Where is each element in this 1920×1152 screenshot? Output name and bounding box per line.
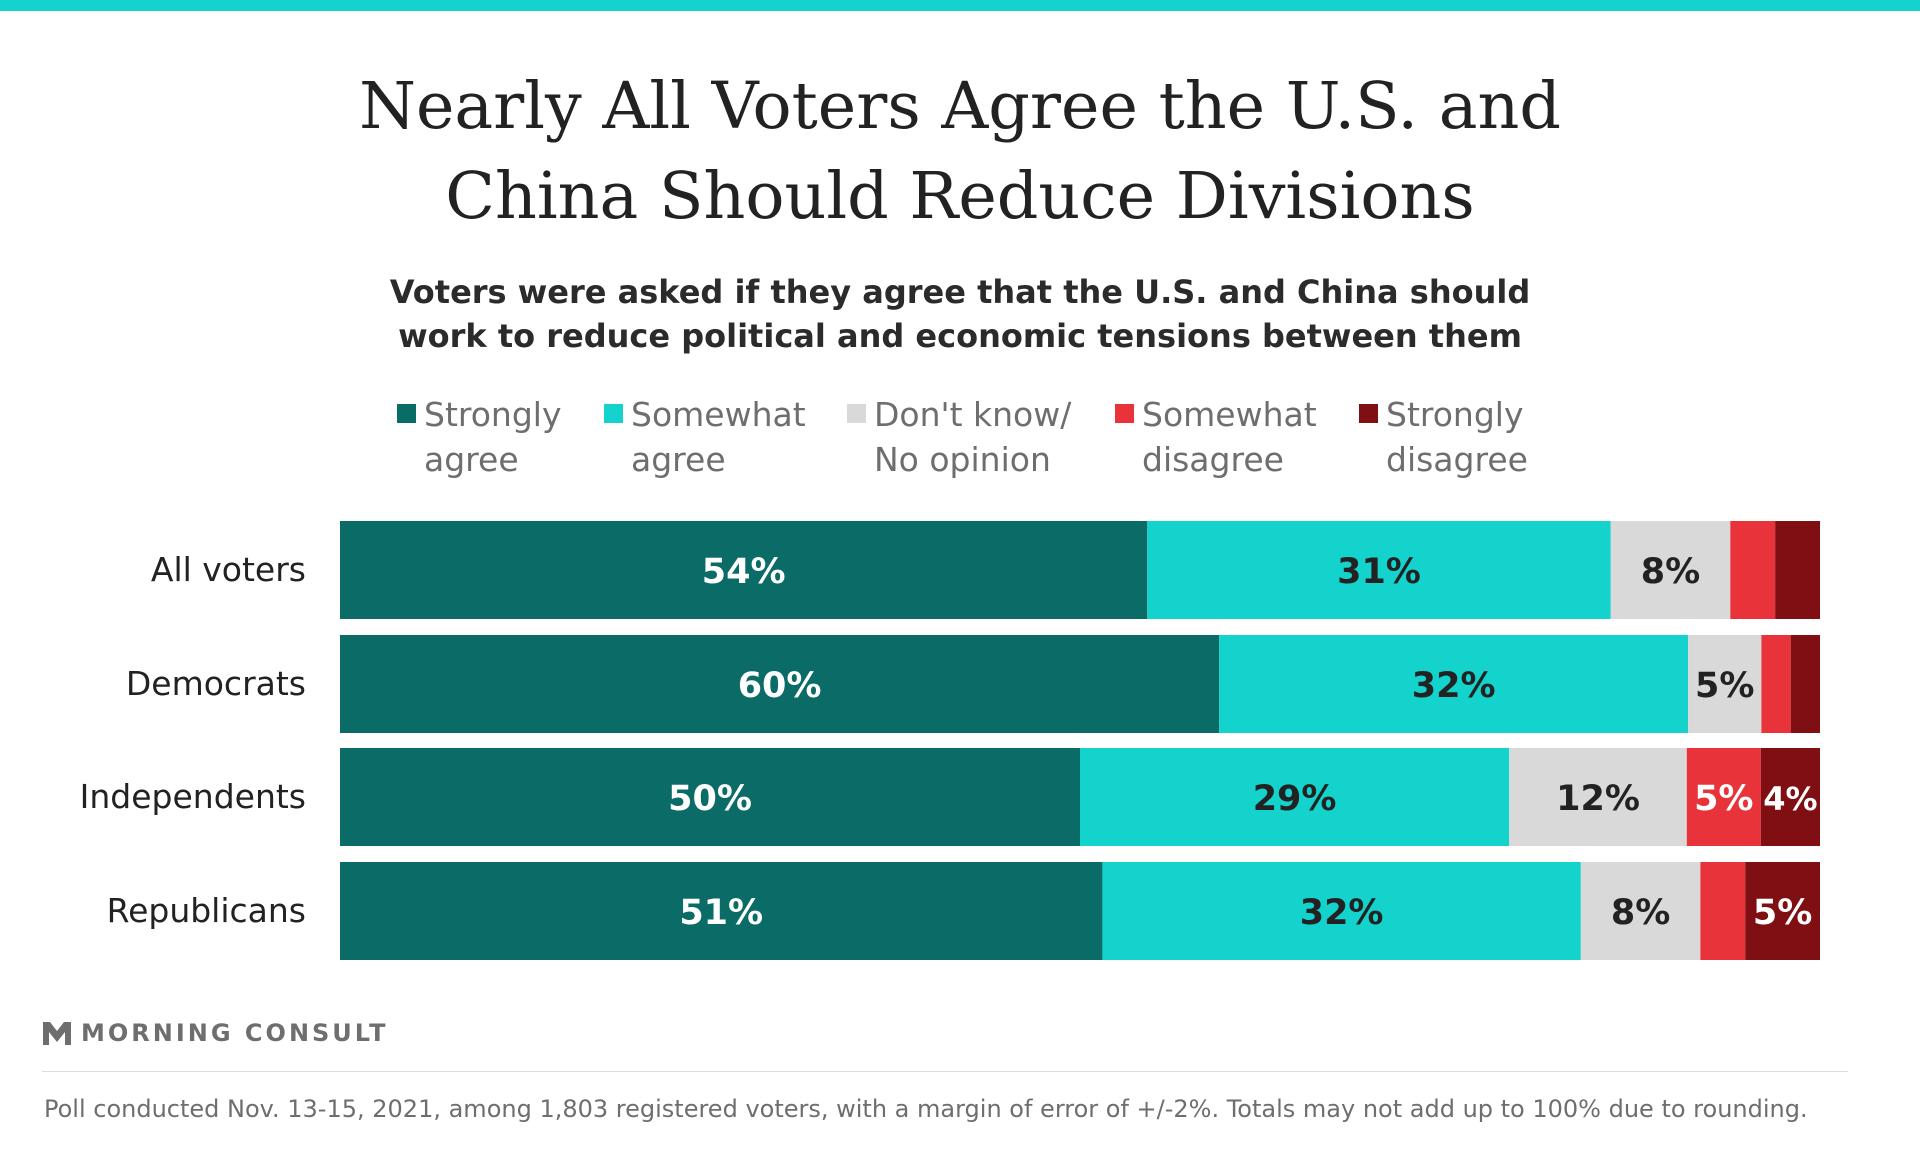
chart-subtitle-line-2: work to reduce political and economic te…	[398, 317, 1522, 355]
legend-swatch-somewhat-agree	[604, 404, 623, 423]
legend-label-dont-know: Don't know/No opinion	[874, 395, 1072, 479]
bar-democrats-strongly-disagree	[1790, 635, 1820, 733]
bar-label-republicans-strongly-disagree: 5%	[1753, 893, 1812, 933]
bar-republicans-somewhat-agree	[1102, 862, 1581, 960]
bar-label-democrats-somewhat-agree: 32%	[1412, 666, 1496, 706]
bar-independents-somewhat-agree	[1080, 748, 1510, 846]
top-accent-bar	[0, 0, 1920, 11]
bar-all-voters-strongly-disagree	[1775, 521, 1820, 619]
legend-swatch-strongly-disagree	[1359, 404, 1378, 423]
row-label-democrats: Democrats	[125, 664, 306, 703]
bar-independents-strongly-disagree	[1760, 748, 1820, 846]
bar-republicans-strongly-disagree	[1745, 862, 1820, 960]
bar-label-republicans-strongly-agree: 51%	[679, 893, 763, 933]
chart-title-line-2: China Should Reduce Divisions	[445, 159, 1475, 234]
legend-label-strongly-disagree: Strongly disagree	[1386, 395, 1528, 479]
bar-label-independents-somewhat-disagree: 5%	[1694, 779, 1753, 819]
bar-label-democrats-strongly-agree: 60%	[738, 666, 822, 706]
chart-title: Nearly All Voters Agree the U.S. and Chi…	[0, 62, 1920, 242]
bar-label-all-voters-somewhat-agree: 31%	[1337, 552, 1421, 592]
chart-subtitle-line-1: Voters were asked if they agree that the…	[389, 273, 1531, 311]
bar-republicans-dont-know	[1580, 862, 1701, 960]
bar-republicans-somewhat-disagree	[1700, 862, 1746, 960]
row-label-republicans: Republicans	[106, 891, 306, 930]
legend-label-somewhat-agree: Somewhat agree	[631, 395, 806, 479]
bar-label-all-voters-strongly-agree: 54%	[702, 552, 786, 592]
bar-label-republicans-dont-know: 8%	[1611, 893, 1670, 933]
bar-label-independents-somewhat-agree: 29%	[1253, 779, 1337, 819]
legend-label-somewhat-disagree: Somewhat disagree	[1142, 395, 1317, 479]
bar-all-voters-strongly-agree	[340, 521, 1148, 619]
bar-democrats-strongly-agree	[340, 635, 1220, 733]
bar-label-all-voters-dont-know: 8%	[1641, 552, 1700, 592]
bar-label-democrats-dont-know: 5%	[1695, 666, 1754, 706]
bar-independents-strongly-agree	[340, 748, 1080, 846]
legend-swatch-dont-know	[847, 404, 866, 423]
bar-independents-somewhat-disagree	[1686, 748, 1761, 846]
footer-divider	[42, 1071, 1848, 1072]
bar-democrats-somewhat-agree	[1219, 635, 1689, 733]
bar-all-voters-somewhat-disagree	[1730, 521, 1776, 619]
chart-subtitle: Voters were asked if they agree that the…	[0, 270, 1920, 358]
footnote: Poll conducted Nov. 13-15, 2021, among 1…	[44, 1095, 1808, 1123]
chart-title-line-1: Nearly All Voters Agree the U.S. and	[359, 69, 1561, 144]
bar-label-independents-strongly-agree: 50%	[668, 779, 752, 819]
bar-label-independents-strongly-disagree: 4%	[1763, 780, 1817, 818]
bar-republicans-strongly-agree	[340, 862, 1103, 960]
row-label-all-voters: All voters	[150, 550, 306, 589]
legend-label-strongly-agree: Strongly agree	[424, 395, 562, 479]
legend-swatch-strongly-agree	[397, 404, 416, 423]
bar-all-voters-dont-know	[1610, 521, 1731, 619]
bar-all-voters-somewhat-agree	[1147, 521, 1611, 619]
bar-independents-dont-know	[1509, 748, 1687, 846]
bar-democrats-dont-know	[1688, 635, 1762, 733]
bar-label-independents-dont-know: 12%	[1556, 779, 1640, 819]
bar-label-republicans-somewhat-agree: 32%	[1300, 893, 1384, 933]
legend-swatch-somewhat-disagree	[1115, 404, 1134, 423]
morning-consult-logo-icon	[43, 1022, 71, 1045]
stacked-bar-chart: 54% 31% 8% 60% 32% 5% 50% 29% 12% 5% 4% 51% 32% 8% 5%	[340, 521, 1820, 960]
row-label-independents: Independents	[79, 777, 306, 816]
bar-democrats-somewhat-disagree	[1761, 635, 1791, 733]
morning-consult-logo-text: MORNING CONSULT	[81, 1019, 389, 1047]
